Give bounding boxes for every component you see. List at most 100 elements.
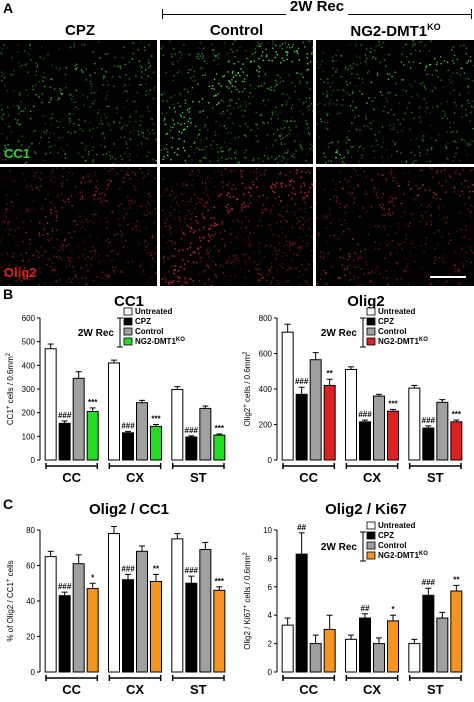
bar xyxy=(345,638,357,673)
bar xyxy=(122,432,134,461)
group-bracket-right-tick xyxy=(471,9,472,19)
micrograph-background xyxy=(316,40,474,164)
row-label-cc1: CC1 xyxy=(4,146,31,161)
legend-swatch xyxy=(366,327,376,336)
micrograph-cc1-control xyxy=(160,40,313,164)
panel-letter-b: B xyxy=(3,286,14,302)
bar xyxy=(309,359,322,461)
y-tick-label: 0 xyxy=(31,456,36,465)
micrograph-cc1-cpz xyxy=(0,40,157,164)
legend-label-sup: KO xyxy=(419,551,428,557)
bar xyxy=(136,402,148,461)
significance-label: ### xyxy=(358,410,372,419)
bar xyxy=(422,427,435,461)
panel-letter-a: A xyxy=(3,0,14,16)
micrograph-speckle xyxy=(316,167,474,286)
legend-label: NG2-DMT1KO xyxy=(135,337,185,346)
bar xyxy=(309,643,322,673)
legend-label: Untreated xyxy=(378,521,415,530)
y-axis-label-main: % of Olig2 / CC1 xyxy=(6,582,15,642)
legend-swatch xyxy=(123,307,133,316)
legend-swatch xyxy=(366,541,376,550)
legend-label: NG2-DMT1KO xyxy=(378,337,428,346)
category-label: ST xyxy=(190,470,207,485)
y-axis-label: Olig2 / Ki67+ cells / 0.6mm2 xyxy=(243,552,252,650)
bar xyxy=(44,348,57,461)
legend-label: Control xyxy=(135,327,163,336)
bar xyxy=(323,384,336,461)
y-tick-label: 6 xyxy=(268,583,273,592)
significance-label: *** xyxy=(88,398,98,407)
y-axis-label-rest: cells / 0.6mm xyxy=(6,356,15,406)
significance-label: ## xyxy=(361,604,370,613)
y-axis-label-rest: cells / 0.6mm xyxy=(243,355,252,405)
bar xyxy=(373,395,385,461)
significance-label: ## xyxy=(297,523,306,532)
bar xyxy=(150,580,162,673)
legend-group-label: 2W Rec xyxy=(78,328,115,339)
bar xyxy=(108,362,120,461)
chart-title: CC1 xyxy=(114,293,144,310)
significance-label: *** xyxy=(215,577,225,586)
bar xyxy=(136,550,148,673)
bar xyxy=(58,422,71,461)
legend-swatch xyxy=(366,521,376,530)
bar xyxy=(72,563,85,673)
micrograph-background xyxy=(316,167,474,286)
legend-label: Untreated xyxy=(135,307,172,316)
y-tick-label: 0 xyxy=(268,456,273,465)
column-header-cpz: CPZ xyxy=(65,22,95,39)
legend-swatch xyxy=(366,317,376,326)
bar xyxy=(408,387,421,461)
category-label: ST xyxy=(427,682,444,697)
bar xyxy=(171,388,184,461)
y-tick-label: 400 xyxy=(259,385,273,394)
bar xyxy=(359,617,371,673)
bar xyxy=(150,425,162,461)
chart-title: Olig2 xyxy=(347,293,385,310)
significance-label: ### xyxy=(295,377,309,386)
y-tick-label: 500 xyxy=(22,338,36,347)
significance-label: ### xyxy=(422,578,436,587)
significance-label: ### xyxy=(422,416,436,425)
legend-label: CPZ xyxy=(135,317,151,326)
significance-label: *** xyxy=(388,399,398,408)
bar xyxy=(281,624,294,673)
bar xyxy=(199,549,212,673)
bar xyxy=(199,407,212,461)
bar xyxy=(108,533,120,673)
category-label: CX xyxy=(126,470,144,485)
legend-swatch xyxy=(366,551,376,560)
micrograph-olig2-control xyxy=(160,167,313,286)
chart-title: Olig2 / Ki67 xyxy=(325,501,407,518)
significance-label: ** xyxy=(153,564,160,573)
bar xyxy=(185,582,198,673)
legend-label: Control xyxy=(378,327,406,336)
bar xyxy=(295,553,308,673)
group-bracket-left-tick xyxy=(162,9,163,19)
bar xyxy=(86,410,99,461)
y-axis-label-main: CC1 xyxy=(6,409,15,426)
group-header: 2W Rec xyxy=(162,0,472,15)
category-label: ST xyxy=(427,470,444,485)
y-axis-label-sup2: 2 xyxy=(6,352,12,356)
category-label: CX xyxy=(363,682,381,697)
legend-label: Control xyxy=(378,541,406,550)
y-tick-label: 600 xyxy=(22,314,36,323)
y-tick-label: 800 xyxy=(259,314,273,323)
y-axis-label-rest: cells / 0.6mm xyxy=(243,555,252,605)
bar xyxy=(213,434,226,461)
legend-swatch xyxy=(123,327,133,336)
micrograph-cc1-ng2 xyxy=(316,40,474,164)
bar xyxy=(450,590,463,673)
significance-label: ### xyxy=(121,564,135,573)
bar xyxy=(387,410,399,461)
significance-label: ### xyxy=(185,426,199,435)
significance-label: *** xyxy=(452,410,462,419)
legend-swatch xyxy=(123,337,133,346)
legend-label: CPZ xyxy=(378,317,394,326)
y-axis-label: CC1+ cells / 0.6mm2 xyxy=(6,352,15,425)
category-label: CC xyxy=(299,682,318,697)
bar xyxy=(323,628,336,673)
